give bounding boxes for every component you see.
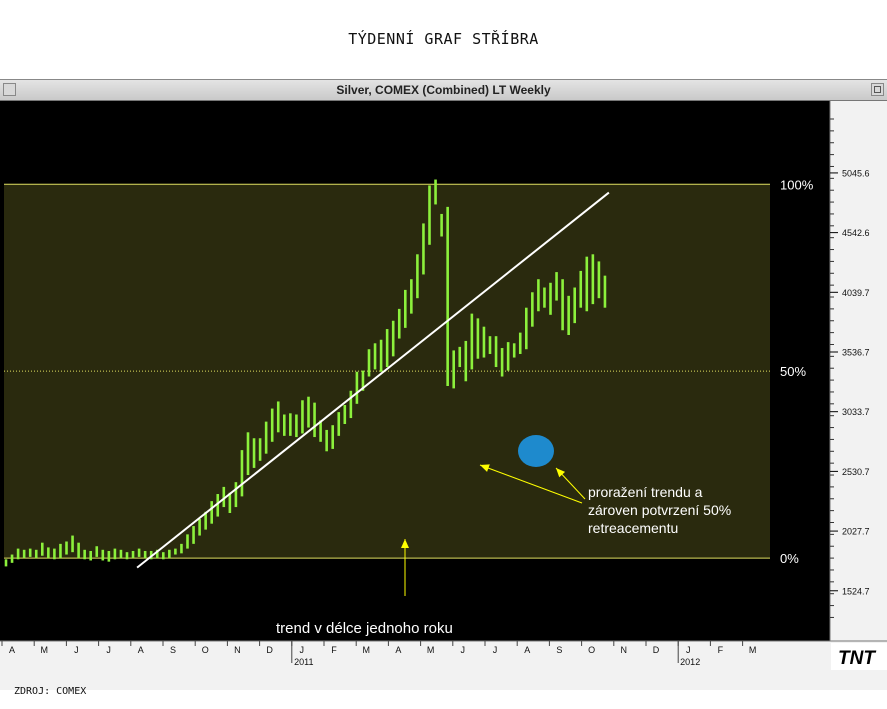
x-tick-label: D xyxy=(266,645,273,655)
y-tick-label: 3033.7 xyxy=(842,407,870,417)
y-tick-label: 2027.7 xyxy=(842,527,870,537)
y-tick-label: 5045.6 xyxy=(842,168,870,178)
x-tick-label: A xyxy=(138,645,144,655)
x-tick-label: D xyxy=(653,645,660,655)
y-tick-label: 3536.7 xyxy=(842,347,870,357)
level-label-0: 100% xyxy=(780,177,814,192)
chart-window: Silver, COMEX (Combined) LT Weekly 100% 5… xyxy=(0,79,887,690)
chart-title: Silver, COMEX (Combined) LT Weekly xyxy=(336,83,551,97)
year-label: 2012 xyxy=(680,657,700,667)
x-tick-label: A xyxy=(9,645,15,655)
retracement-zone xyxy=(4,184,770,559)
x-tick-label: F xyxy=(718,645,724,655)
source-note: ZDROJ: COMEX xyxy=(14,686,87,697)
x-tick-label: J xyxy=(493,645,498,655)
x-tick-label: J xyxy=(74,645,79,655)
breakout-annotation-line1: proražení trendu a xyxy=(588,484,703,500)
x-tick-label: M xyxy=(362,645,370,655)
trend-annotation: trend v délce jednoho roku xyxy=(276,620,453,637)
x-tick-label: M xyxy=(40,645,48,655)
breakout-arrow-trend xyxy=(479,464,583,504)
x-tick-label: A xyxy=(524,645,530,655)
x-tick-label: M xyxy=(427,645,435,655)
x-tick-label: F xyxy=(331,645,337,655)
trend-line xyxy=(136,191,610,569)
window-menu-button[interactable] xyxy=(3,83,16,96)
trend-arrow-head xyxy=(401,539,409,548)
x-tick-label: N xyxy=(621,645,628,655)
x-tick-label: O xyxy=(588,645,595,655)
x-tick-label: O xyxy=(202,645,209,655)
page-title: TÝDENNÍ GRAF STŘÍBRA xyxy=(348,30,539,48)
level-label-1: 50% xyxy=(780,364,806,379)
y-tick-label: 4039.7 xyxy=(842,288,870,298)
breakout-annotation-line3: retreacementu xyxy=(588,520,678,536)
breakout-annotation-line2: zároven potvrzení 50% xyxy=(588,502,731,518)
year-label: 2011 xyxy=(294,657,313,667)
x-tick-label: J xyxy=(300,645,305,655)
x-axis-panel xyxy=(0,641,887,690)
x-tick-label: S xyxy=(556,645,562,655)
y-tick-label: 4542.6 xyxy=(842,228,870,238)
x-tick-label: A xyxy=(395,645,401,655)
x-tick-label: S xyxy=(170,645,176,655)
level-label-2: 0% xyxy=(780,551,799,566)
logo-background xyxy=(831,643,887,670)
x-tick-label: M xyxy=(749,645,757,655)
breakout-arrow-circle-head xyxy=(556,468,566,478)
y-tick-label: 2530.7 xyxy=(842,467,870,477)
x-tick-label: J xyxy=(461,645,466,655)
x-tick-label: J xyxy=(686,645,691,655)
breakout-arrow-trend-head xyxy=(480,464,490,472)
breakout-highlight xyxy=(518,435,554,467)
x-tick-label: N xyxy=(234,645,241,655)
y-tick-label: 1524.7 xyxy=(842,586,870,596)
y-axis-panel xyxy=(830,101,887,641)
tnt-logo: TNT xyxy=(838,648,876,669)
chart-header: Silver, COMEX (Combined) LT Weekly xyxy=(0,80,887,101)
maximize-button[interactable] xyxy=(871,83,884,96)
price-chart: 100% 50% 0% trend v délce jednoho roku pror… xyxy=(0,101,887,690)
x-tick-label: J xyxy=(106,645,111,655)
